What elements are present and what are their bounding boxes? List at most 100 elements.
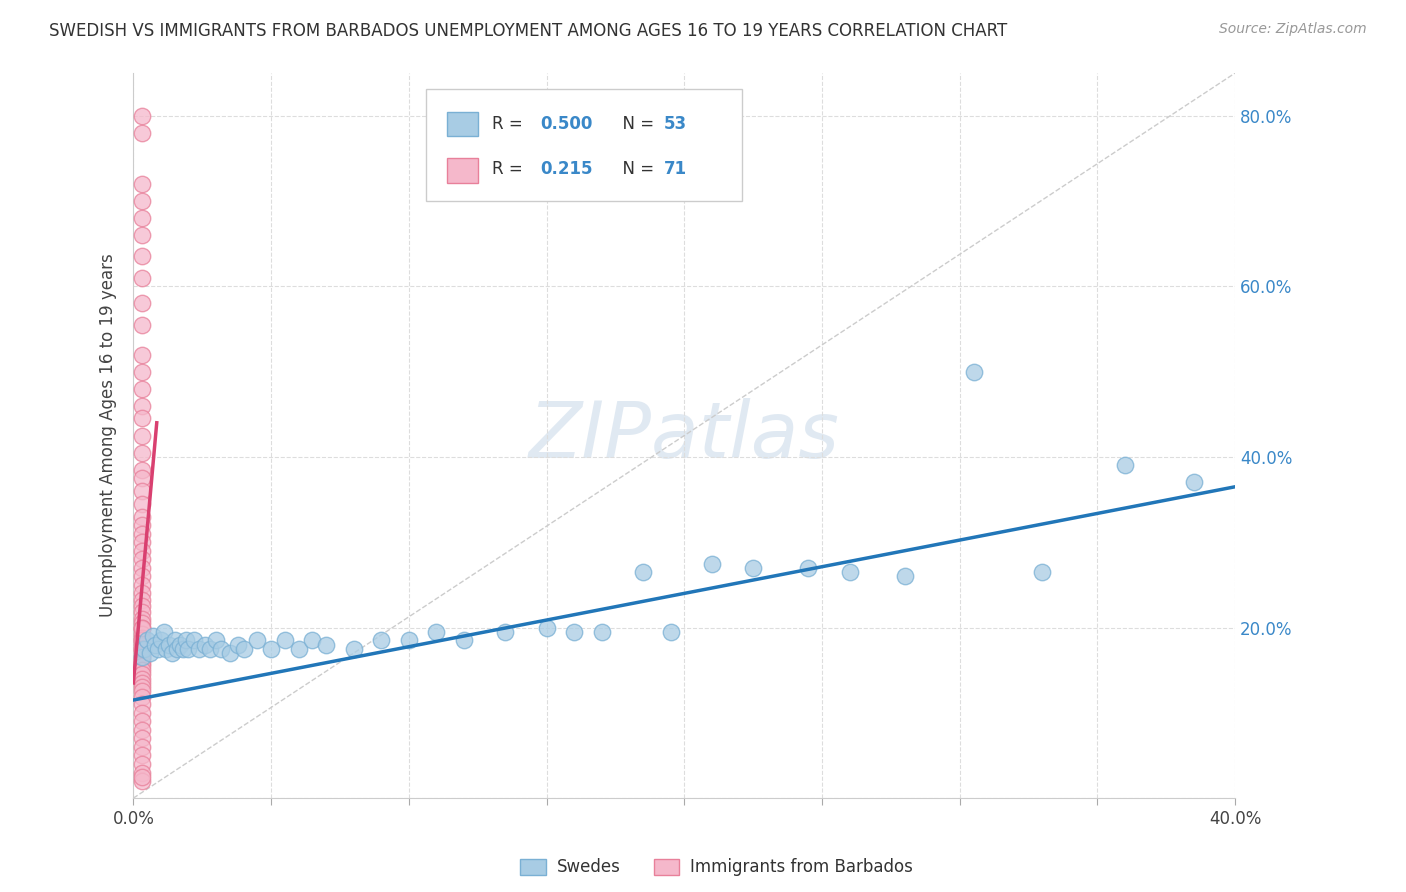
- Point: [183, 633, 205, 648]
- Point: [301, 633, 323, 648]
- Point: [1031, 565, 1053, 579]
- Point: [131, 640, 153, 654]
- Point: [131, 126, 153, 140]
- Point: [131, 641, 153, 656]
- Point: [131, 347, 153, 361]
- Point: [131, 463, 153, 477]
- Text: 53: 53: [664, 115, 686, 133]
- Point: [131, 633, 153, 648]
- Point: [131, 644, 153, 658]
- Point: [131, 445, 153, 459]
- Point: [163, 633, 186, 648]
- Point: [131, 653, 153, 667]
- Point: [194, 638, 217, 652]
- Point: [131, 535, 153, 549]
- Point: [287, 641, 309, 656]
- Point: [131, 569, 153, 583]
- Text: 0.500: 0.500: [540, 115, 592, 133]
- Point: [145, 638, 167, 652]
- Point: [131, 641, 153, 656]
- Point: [1182, 475, 1205, 490]
- Point: [425, 624, 447, 639]
- Text: 0.215: 0.215: [540, 161, 592, 178]
- Point: [174, 633, 197, 648]
- Point: [131, 561, 153, 575]
- Point: [226, 638, 249, 652]
- Point: [157, 638, 180, 652]
- Text: Swedes: Swedes: [557, 858, 620, 876]
- Point: [631, 565, 654, 579]
- Point: [131, 620, 153, 634]
- Point: [591, 624, 613, 639]
- Point: [131, 399, 153, 413]
- Point: [260, 641, 283, 656]
- Point: [1114, 458, 1136, 473]
- Point: [131, 706, 153, 720]
- Point: [131, 663, 153, 677]
- Point: [142, 629, 165, 643]
- Point: [146, 641, 169, 656]
- Point: [274, 633, 297, 648]
- Point: [131, 483, 153, 498]
- Point: [131, 620, 153, 634]
- Point: [131, 211, 153, 225]
- Point: [962, 365, 984, 379]
- Point: [131, 631, 153, 645]
- Point: [742, 561, 765, 575]
- Point: [562, 624, 585, 639]
- Point: [131, 578, 153, 592]
- Point: [370, 633, 392, 648]
- Point: [160, 646, 183, 660]
- Text: N =: N =: [612, 115, 659, 133]
- Point: [453, 633, 475, 648]
- Point: [315, 638, 337, 652]
- Point: [134, 641, 156, 656]
- Point: [177, 641, 200, 656]
- Point: [131, 365, 153, 379]
- Point: [131, 616, 153, 631]
- Point: [131, 593, 153, 607]
- Point: [131, 636, 153, 650]
- Y-axis label: Unemployment Among Ages 16 to 19 years: Unemployment Among Ages 16 to 19 years: [100, 253, 117, 617]
- Point: [131, 177, 153, 191]
- Point: [131, 739, 153, 754]
- Point: [131, 770, 153, 784]
- Text: N =: N =: [612, 161, 659, 178]
- Point: [131, 612, 153, 626]
- Text: R =: R =: [492, 115, 529, 133]
- Point: [131, 765, 153, 780]
- Text: ZIPatlas: ZIPatlas: [529, 398, 839, 474]
- Point: [700, 557, 723, 571]
- Point: [131, 599, 153, 614]
- Point: [797, 561, 820, 575]
- Point: [131, 690, 153, 705]
- Point: [218, 646, 240, 660]
- Point: [246, 633, 269, 648]
- Text: Source: ZipAtlas.com: Source: ZipAtlas.com: [1219, 22, 1367, 37]
- Point: [131, 318, 153, 332]
- Point: [211, 641, 233, 656]
- Point: [494, 624, 516, 639]
- Point: [131, 509, 153, 524]
- Point: [169, 638, 191, 652]
- Point: [838, 565, 860, 579]
- Point: [131, 757, 153, 772]
- Point: [155, 641, 177, 656]
- Point: [131, 497, 153, 511]
- Point: [131, 543, 153, 558]
- Point: [131, 622, 153, 636]
- Point: [131, 633, 153, 648]
- Point: [131, 518, 153, 533]
- Point: [131, 714, 153, 729]
- Point: [131, 676, 153, 690]
- Point: [343, 641, 366, 656]
- Point: [131, 428, 153, 442]
- Point: [131, 526, 153, 541]
- Point: [131, 586, 153, 600]
- Point: [893, 569, 915, 583]
- Point: [172, 641, 194, 656]
- Point: [131, 698, 153, 712]
- Point: [131, 627, 153, 641]
- Text: SWEDISH VS IMMIGRANTS FROM BARBADOS UNEMPLOYMENT AMONG AGES 16 TO 19 YEARS CORRE: SWEDISH VS IMMIGRANTS FROM BARBADOS UNEM…: [49, 22, 1008, 40]
- Point: [131, 650, 153, 665]
